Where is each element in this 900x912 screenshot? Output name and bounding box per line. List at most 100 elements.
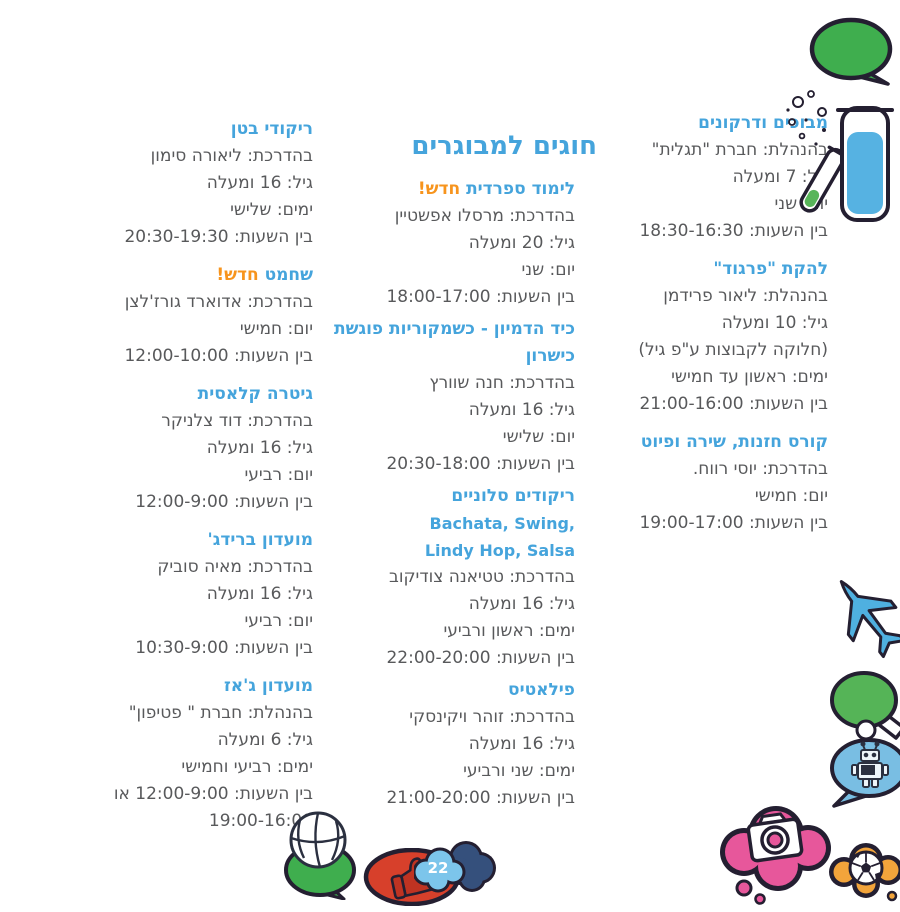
class-detail: בין השעות: 12:00-9:00 [135,492,313,512]
class-card: להקת "פרגוד" בהנהלת: ליאור פרידמן גיל: 1… [578,256,828,418]
class-subtitle: Lindy Hop, Salsa [424,541,575,560]
class-detail: בהדרכת: זוהר ויקינסקי [409,707,575,727]
class-card: קורס חזנות, שירה ופיוט בהדרכת: יוסי רווח… [578,429,828,537]
class-title: שחמט חדש! [73,262,313,289]
class-title: לימוד ספרדית חדש! [325,176,575,203]
class-name: שחמט [264,265,313,285]
class-card: גיטרה קלאסית בהדרכת: דוד צלניקר גיל: 16 … [73,381,313,516]
class-title: להקת "פרגוד" [578,256,828,283]
class-detail: בהדרכת: מאיה סוביק [157,557,313,577]
class-card: לימוד ספרדית חדש! בהדרכת: מרסלו אפשטיין … [325,176,575,311]
class-detail: בהדרכת: טטיאנה צודיקוב [389,567,575,587]
class-title: מבוכים ודרקונים [578,110,828,137]
class-detail: בהדרכת: חנה שוורץ [429,373,575,393]
class-detail: יום: שני [774,194,829,214]
new-badge: חדש! [216,265,259,285]
class-detail: בהנהלת: ליאור פרידמן [663,286,828,306]
class-detail: יום: חמישי [754,486,828,506]
class-detail: בהנהלת: חברת " פטיפון" [128,703,313,723]
class-name: להקת "פרגוד" [713,259,828,279]
class-detail: בהדרכת: אדוארד גורז'לצן [124,292,313,312]
class-title: כיד הדמיון - כשמקוריות פוגשת כישרון [325,316,575,370]
thought-bubble-camera-icon [710,796,840,912]
class-card: ריקודי בטן בהדרכת: ליאורה סימון גיל: 16 … [73,116,313,251]
table-tennis-paddle-icon [830,668,900,754]
class-detail: בין השעות: 18:30-16:30 [639,221,828,241]
class-detail: בין השעות: 21:00-20:00 [386,788,575,808]
cloud-soccer-ball-icon [828,838,900,906]
column-middle: לימוד ספרדית חדש! בהדרכת: מרסלו אפשטיין … [325,176,575,817]
class-detail: בהנהלת: חברת "תגלית" [651,140,828,160]
soccer-ball-icon [848,850,884,886]
class-detail: יום: שלישי [502,427,575,447]
class-card: מועדון ג'אז בהנהלת: חברת " פטיפון" גיל: … [73,673,313,835]
class-name: מועדון ג'אז [223,676,313,696]
class-name: מועדון ברידג' [207,530,313,550]
class-detail: בין השעות: 18:00-17:00 [386,287,575,307]
class-detail: יום: רביעי [244,611,313,631]
class-detail: בין השעות: 10:30-9:00 [135,638,313,658]
class-title: מועדון ברידג' [73,527,313,554]
airplane-icon [836,566,900,672]
page-number: 22 [427,859,449,877]
class-detail: יום: חמישי [239,319,313,339]
class-detail: גיל: 16 ומעלה [206,173,313,193]
camera-icon [746,812,804,863]
class-detail: בהדרכת: ליאורה סימון [150,146,313,166]
class-detail: גיל: 6 ומעלה [217,730,313,750]
robot-speech-bubble-icon [824,738,900,814]
class-title: ריקודים סלוניים [325,483,575,510]
class-title: קורס חזנות, שירה ופיוט [578,429,828,456]
class-detail: ימים: שלישי [230,200,313,220]
class-card: פילאטיס בהדרכת: זוהר ויקינסקי גיל: 16 ומ… [325,677,575,812]
class-detail: גיל: 7 ומעלה [732,167,828,187]
class-detail: בין השעות: 19:00-17:00 [639,513,828,533]
class-detail: גיל: 16 ומעלה [468,594,575,614]
class-detail: גיל: 16 ומעלה [468,400,575,420]
class-name: גיטרה קלאסית [197,384,313,404]
class-card: ריקודים סלוניים Bachata, Swing, Lindy Ho… [325,483,575,672]
class-card: כיד הדמיון - כשמקוריות פוגשת כישרון בהדר… [325,316,575,478]
class-detail: בין השעות: 20:30-19:30 [124,227,313,247]
class-detail: יום: שני [521,260,576,280]
class-title: גיטרה קלאסית [73,381,313,408]
column-right: מבוכים ודרקונים בהנהלת: חברת "תגלית" גיל… [578,110,828,548]
class-name: לימוד ספרדית [466,179,575,199]
class-detail: בהדרכת: יוסי רווח. [692,459,828,479]
class-title: פילאטיס [325,677,575,704]
thumbs-up-badge-icon [362,847,462,910]
class-card: מבוכים ודרקונים בהנהלת: חברת "תגלית" גיל… [578,110,828,245]
class-detail: בין השעות: 20:30-18:00 [386,454,575,474]
class-detail: בהדרכת: דוד צלניקר [161,411,313,431]
class-detail: ימים: ראשון ורביעי [443,621,575,641]
class-detail: בהדרכת: מרסלו אפשטיין [394,206,575,226]
class-detail: בין השעות: 12:00-9:00 או [113,784,313,804]
column-left: ריקודי בטן בהדרכת: ליאורה סימון גיל: 16 … [73,116,313,846]
class-detail: גיל: 16 ומעלה [206,438,313,458]
class-detail: ימים: רביעי וחמישי [181,757,313,777]
class-detail: גיל: 16 ומעלה [468,734,575,754]
green-speech-bubble-icon [806,12,898,104]
class-title: ריקודי בטן [73,116,313,143]
class-detail: (חלוקה לקבוצות ע"פ גיל) [638,340,828,360]
class-detail: גיל: 10 ומעלה [721,313,828,333]
page-title: חוגים למבוגרים [411,131,597,162]
class-name: פילאטיס [508,680,575,700]
class-detail: 19:00-16:00 [208,811,313,831]
class-title: מועדון ג'אז [73,673,313,700]
class-detail: גיל: 16 ומעלה [206,584,313,604]
class-subtitle: Bachata, Swing, [429,514,575,533]
class-detail: בין השעות: 21:00-16:00 [639,394,828,414]
class-detail: בין השעות: 22:00-20:00 [386,648,575,668]
class-detail: יום: רביעי [244,465,313,485]
class-name: כיד הדמיון - כשמקוריות פוגשת כישרון [334,319,575,366]
class-name: קורס חזנות, שירה ופיוט [640,432,828,452]
robot-icon [851,741,889,788]
class-name: ריקודים סלוניים [451,486,575,506]
class-detail: בין השעות: 12:00-10:00 [124,346,313,366]
class-detail: גיל: 20 ומעלה [468,233,575,253]
class-card: שחמט חדש! בהדרכת: אדוארד גורז'לצן יום: ח… [73,262,313,370]
class-name: מבוכים ודרקונים [698,113,828,133]
new-badge: חדש! [417,179,461,199]
